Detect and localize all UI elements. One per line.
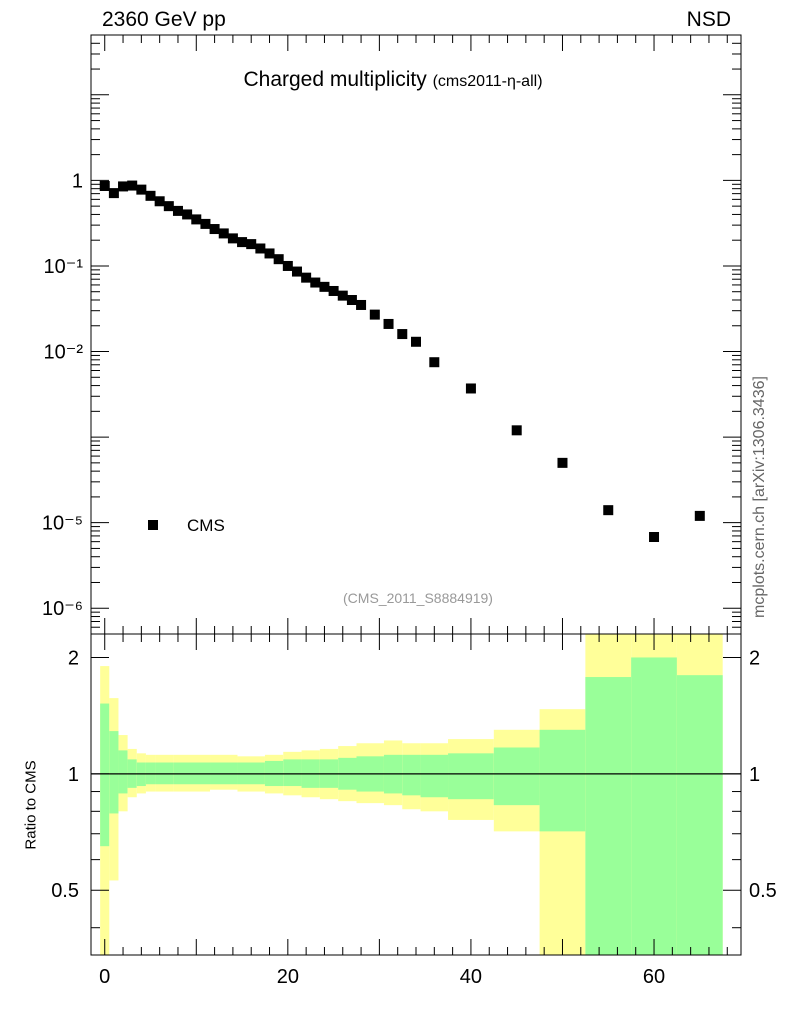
data-point	[172, 205, 183, 216]
plot-title-main: Charged multiplicity	[243, 68, 427, 91]
data-point	[99, 180, 110, 191]
data-point	[511, 425, 522, 436]
process-label: NSD	[686, 8, 731, 31]
data-point	[209, 224, 220, 235]
plot-title: Charged multiplicity (cms2011-η-all)	[0, 68, 786, 92]
data-point	[301, 272, 312, 283]
main-panel: 10⁻⁶ 10⁻⁵ 10⁻² 10⁻¹ 1	[42, 34, 742, 635]
ratio-y-tick-label-right: 2	[749, 647, 760, 669]
ratio-axis-label-text: Ratio to CMS	[22, 760, 40, 850]
ratio-band-inner	[100, 703, 110, 847]
data-point	[182, 209, 193, 220]
data-point	[218, 228, 229, 239]
legend-marker	[148, 520, 158, 530]
data-markers	[99, 180, 705, 543]
plot-title-sub: (cms2011-η-all)	[432, 73, 543, 90]
x-tick-label: 20	[277, 966, 299, 988]
data-point	[383, 318, 394, 329]
ratio-band-inner	[631, 657, 677, 955]
data-point	[328, 285, 339, 296]
data-point	[291, 266, 302, 277]
y-tick-label: 10⁻²	[44, 342, 84, 364]
source-credit-text: mcplots.cern.ch [arXiv:1306.3436]	[751, 376, 768, 618]
data-point	[694, 510, 705, 521]
data-point	[154, 196, 165, 207]
data-point	[108, 188, 119, 199]
data-point	[356, 299, 367, 310]
main-frame	[90, 34, 742, 635]
x-tick-label: 40	[460, 966, 482, 988]
ratio-y-tick-label-right: 1	[749, 764, 760, 786]
y-tick-label: 10⁻⁶	[42, 598, 83, 620]
ratio-uncertainty-bands	[100, 634, 723, 955]
data-point	[369, 309, 380, 320]
x-tick-label: 60	[643, 966, 665, 988]
data-point	[255, 243, 266, 254]
ratio-band-inner	[402, 754, 421, 796]
legend-entry-cms: CMS	[187, 516, 225, 535]
data-point	[411, 336, 421, 347]
y-tick-label: 10⁻⁵	[42, 513, 83, 535]
data-point	[145, 190, 156, 201]
x-tick-label: 0	[99, 966, 110, 988]
ratio-y-tick-label-right: 0.5	[749, 880, 777, 902]
data-point	[191, 214, 202, 225]
data-point	[264, 248, 275, 259]
ratio-band-inner	[109, 731, 119, 814]
y-tick-label: 10⁻¹	[44, 256, 84, 278]
data-point	[282, 260, 293, 271]
data-point	[163, 201, 174, 212]
ratio-band-inner	[493, 747, 540, 806]
data-point	[465, 383, 476, 394]
data-point	[397, 329, 408, 340]
data-point	[136, 184, 147, 195]
ratio-band-inner	[539, 729, 586, 832]
ratio-y-tick-label-left: 2	[68, 647, 79, 669]
data-point	[603, 505, 614, 516]
data-point	[346, 295, 357, 306]
ratio-band-inner	[676, 675, 723, 955]
ratio-band-inner	[585, 677, 632, 955]
ratio-band-inner	[283, 759, 302, 787]
data-point	[127, 180, 138, 191]
ratio-band-inner	[118, 750, 128, 794]
ratio-y-tick-label-left: 1	[68, 764, 79, 786]
y-tick-label: 1	[72, 170, 83, 192]
ratio-band-inner	[448, 753, 494, 800]
ratio-panel-axes: 0.5 0.51 12 20 20 40 60	[51, 633, 777, 988]
data-point	[237, 237, 248, 248]
data-point	[118, 181, 129, 192]
ratio-y-tick-label-left: 0.5	[51, 880, 79, 902]
source-credit: mcplots.cern.ch [arXiv:1306.3436]	[749, 376, 771, 618]
data-point	[429, 357, 440, 368]
ratio-axis-label: Ratio to CMS	[20, 760, 42, 849]
data-point	[649, 532, 660, 543]
data-point	[557, 457, 568, 468]
data-point	[337, 290, 348, 301]
data-point	[319, 281, 330, 292]
data-point	[227, 233, 238, 244]
analysis-reference: (CMS_2011_S8884919)	[343, 590, 493, 606]
energy-label: 2360 GeV pp	[102, 8, 226, 31]
ratio-band-inner	[420, 754, 449, 798]
data-point	[310, 277, 321, 288]
data-point	[200, 218, 211, 229]
data-point	[273, 254, 284, 265]
data-point	[246, 239, 257, 250]
